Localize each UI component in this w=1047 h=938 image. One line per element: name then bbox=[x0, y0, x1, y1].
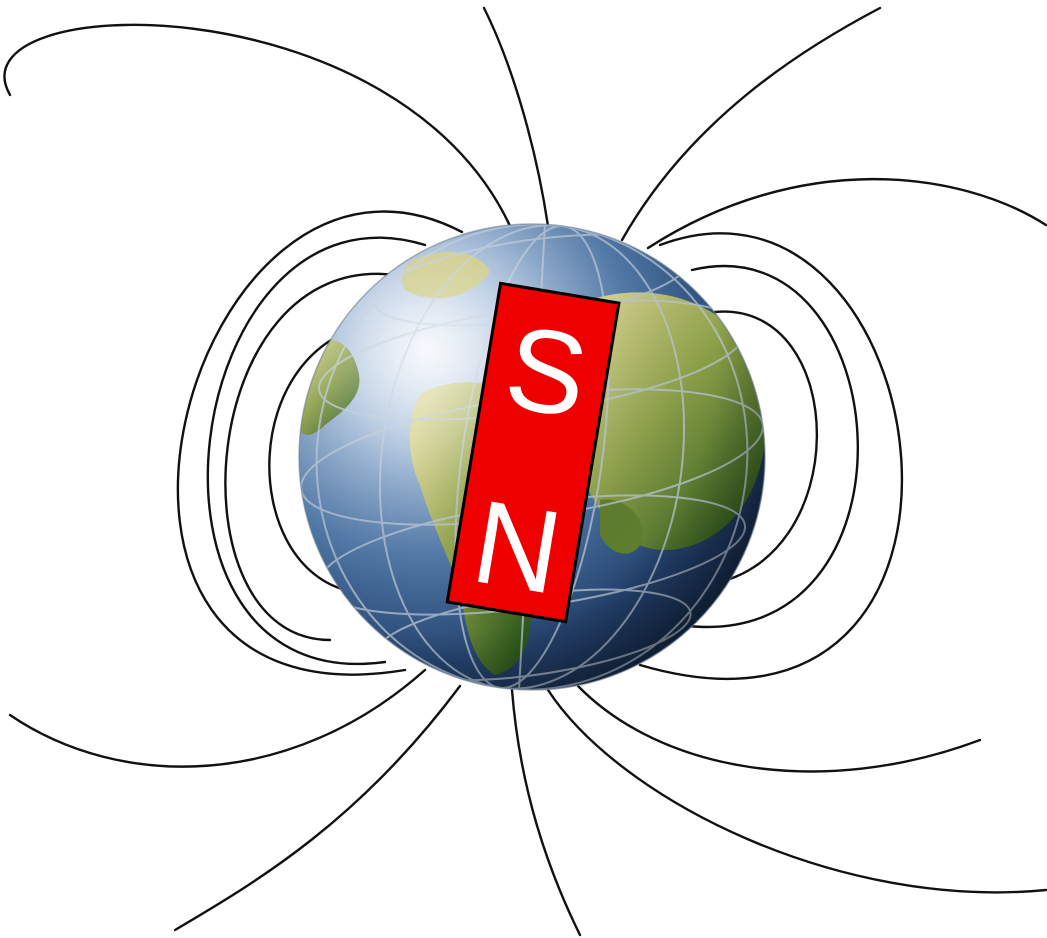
field-line-top-center bbox=[482, 6, 550, 228]
field-line-right-3 bbox=[638, 232, 903, 681]
magnet-body bbox=[445, 281, 621, 624]
field-line-left-3 bbox=[206, 236, 427, 666]
field-lines bbox=[3, 6, 1047, 937]
field-line-left-4 bbox=[176, 210, 464, 676]
field-line-right-7 bbox=[576, 684, 982, 773]
field-line-right-1 bbox=[703, 310, 819, 587]
field-line-bottom-center bbox=[510, 688, 582, 937]
field-line-right-2 bbox=[678, 264, 859, 629]
field-line-left-7 bbox=[173, 684, 462, 932]
field-line-left-6 bbox=[8, 668, 427, 768]
field-line-right-5 bbox=[646, 177, 1047, 250]
field-line-right-6 bbox=[546, 688, 1047, 894]
bar-magnet: S N bbox=[445, 281, 621, 624]
field-line-left-5 bbox=[3, 23, 512, 228]
field-line-left-1 bbox=[268, 322, 374, 592]
field-line-left-2 bbox=[224, 272, 397, 642]
field-line-right-4 bbox=[620, 6, 882, 242]
